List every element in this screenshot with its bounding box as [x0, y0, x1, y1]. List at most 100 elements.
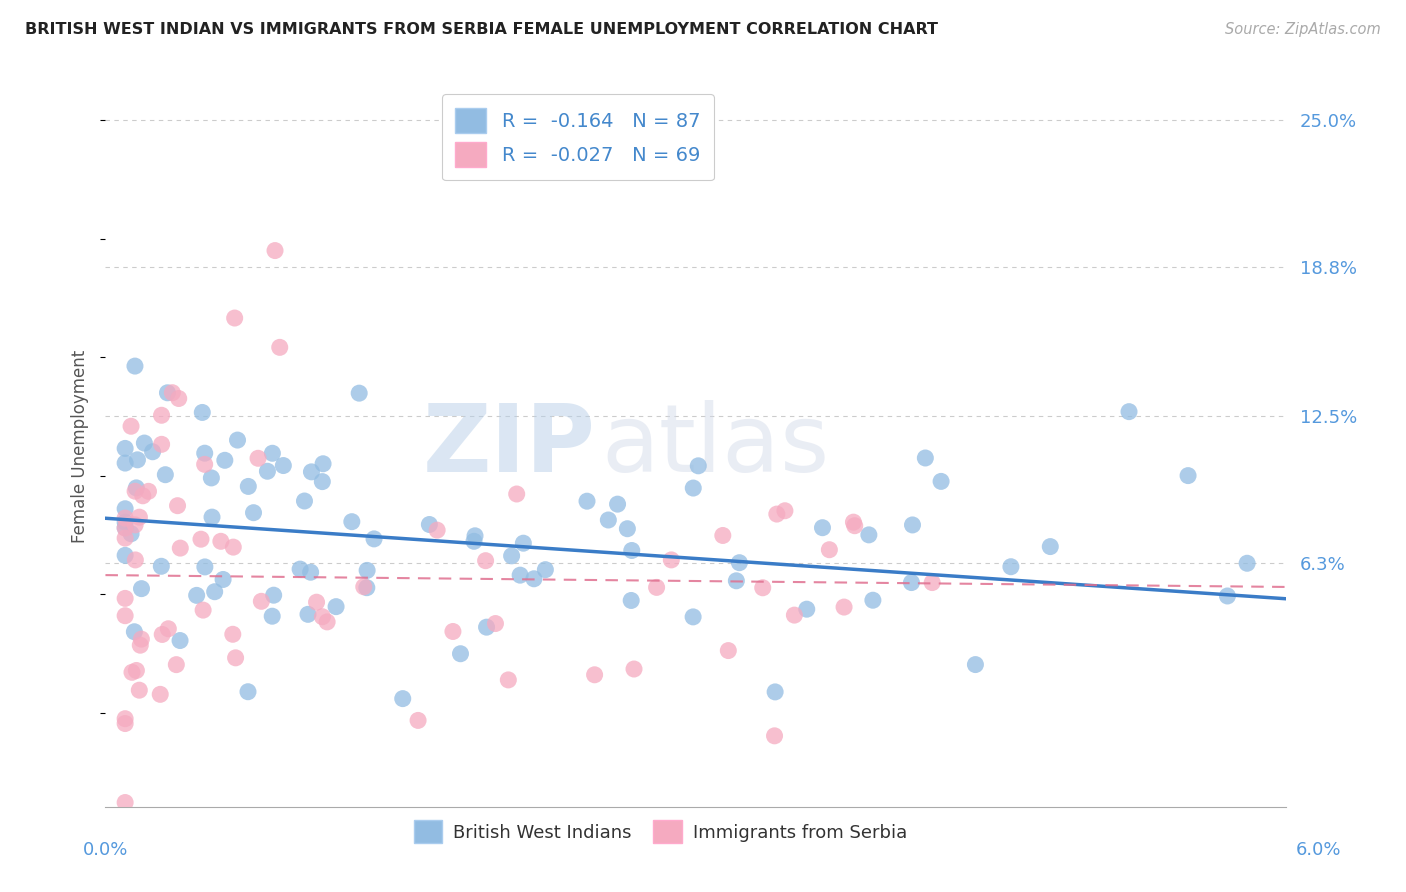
Point: [783, 608, 806, 623]
Point: [169, 541, 191, 555]
Point: [186, 588, 208, 602]
Point: [620, 593, 643, 607]
Point: [862, 593, 884, 607]
Point: [450, 647, 472, 661]
Point: [256, 464, 278, 478]
Point: [356, 563, 378, 577]
Point: [169, 633, 191, 648]
Text: atlas: atlas: [602, 400, 830, 492]
Point: [150, 437, 173, 451]
Point: [114, 521, 136, 535]
Point: [131, 632, 153, 647]
Point: [623, 662, 645, 676]
Point: [132, 489, 155, 503]
Point: [645, 581, 668, 595]
Point: [363, 532, 385, 546]
Point: [751, 581, 773, 595]
Point: [150, 559, 173, 574]
Point: [114, 501, 136, 516]
Point: [1118, 404, 1140, 418]
Point: [167, 392, 190, 406]
Point: [474, 554, 496, 568]
Point: [688, 458, 710, 473]
Point: [222, 540, 245, 554]
Point: [763, 729, 786, 743]
Point: [149, 687, 172, 701]
Point: [312, 457, 335, 471]
Text: BRITISH WEST INDIAN VS IMMIGRANTS FROM SERBIA FEMALE UNEMPLOYMENT CORRELATION CH: BRITISH WEST INDIAN VS IMMIGRANTS FROM S…: [25, 22, 938, 37]
Point: [728, 556, 751, 570]
Point: [201, 510, 224, 524]
Point: [523, 572, 546, 586]
Point: [125, 481, 148, 495]
Point: [463, 534, 485, 549]
Point: [1236, 556, 1258, 570]
Point: [294, 494, 316, 508]
Point: [509, 568, 531, 582]
Point: [842, 515, 865, 529]
Point: [142, 444, 165, 458]
Point: [127, 452, 149, 467]
Point: [763, 685, 786, 699]
Point: [1177, 468, 1199, 483]
Point: [406, 714, 429, 728]
Point: [301, 465, 323, 479]
Point: [356, 581, 378, 595]
Point: [114, 591, 136, 606]
Point: [299, 566, 322, 580]
Point: [212, 573, 235, 587]
Point: [209, 534, 232, 549]
Point: [191, 603, 214, 617]
Point: [426, 523, 449, 537]
Point: [347, 386, 370, 401]
Point: [191, 405, 214, 419]
Point: [576, 494, 599, 508]
Point: [194, 560, 217, 574]
Point: [162, 385, 184, 400]
Point: [441, 624, 464, 639]
Point: [484, 616, 506, 631]
Point: [125, 664, 148, 678]
Point: [114, 442, 136, 456]
Point: [659, 553, 682, 567]
Point: [901, 517, 924, 532]
Point: [224, 311, 246, 326]
Point: [222, 627, 245, 641]
Point: [200, 471, 222, 485]
Point: [965, 657, 987, 672]
Point: [124, 624, 146, 639]
Point: [150, 627, 173, 641]
Point: [124, 359, 146, 373]
Point: [114, 511, 136, 525]
Point: [129, 638, 152, 652]
Point: [620, 543, 643, 558]
Point: [598, 513, 620, 527]
Point: [124, 553, 146, 567]
Point: [226, 433, 249, 447]
Point: [391, 691, 413, 706]
Point: [711, 528, 734, 542]
Point: [120, 419, 142, 434]
Point: [311, 609, 333, 624]
Point: [120, 526, 142, 541]
Legend: British West Indians, Immigrants from Serbia: British West Indians, Immigrants from Se…: [405, 811, 917, 853]
Point: [273, 458, 295, 473]
Point: [124, 517, 146, 532]
Point: [325, 599, 347, 614]
Point: [353, 580, 375, 594]
Point: [418, 517, 440, 532]
Text: 0.0%: 0.0%: [83, 841, 128, 859]
Point: [534, 563, 557, 577]
Point: [858, 528, 880, 542]
Point: [811, 521, 834, 535]
Point: [796, 602, 818, 616]
Point: [832, 600, 855, 615]
Point: [921, 575, 943, 590]
Point: [1000, 559, 1022, 574]
Point: [682, 481, 704, 495]
Point: [1039, 540, 1062, 554]
Point: [204, 584, 226, 599]
Point: [288, 562, 311, 576]
Point: [114, 608, 136, 623]
Text: ZIP: ZIP: [423, 400, 596, 492]
